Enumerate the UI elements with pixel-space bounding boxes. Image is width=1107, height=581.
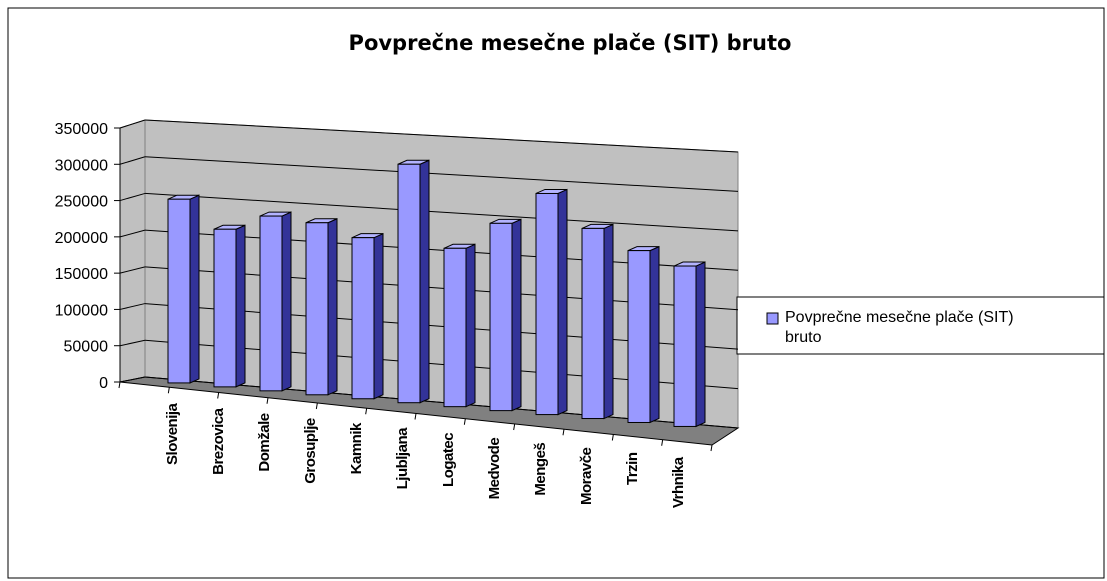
bar-side [649, 245, 660, 424]
y-tick-label: 0 [99, 375, 108, 392]
x-tick [217, 392, 220, 399]
grid-line [119, 339, 146, 347]
y-tick-label: 50000 [64, 339, 109, 356]
grid-line [119, 229, 146, 238]
bar-side [327, 217, 338, 396]
bar-side [189, 194, 200, 384]
grid-line [144, 192, 739, 232]
x-tick-label: Grosuplje [302, 418, 319, 484]
legend-label: Povprečne mesečne plače (SIT) bruto [785, 309, 1014, 346]
y-tick-label: 100000 [55, 302, 108, 319]
bar [489, 222, 513, 412]
x-tick-label: Medvode [486, 438, 503, 500]
bar [259, 215, 283, 392]
grid-line [119, 156, 146, 165]
bar [305, 222, 329, 396]
bar-side [695, 261, 706, 428]
bar-side [373, 232, 384, 400]
x-tick-label: Domžale [256, 413, 273, 471]
bar-side [603, 223, 614, 420]
y-tick-label: 250000 [55, 194, 108, 211]
grid-line [144, 156, 739, 192]
x-tick [118, 381, 121, 389]
bar-side [465, 243, 476, 408]
bar [673, 265, 697, 427]
x-tick [562, 429, 565, 436]
bar [167, 198, 191, 384]
bar [581, 227, 605, 420]
bar [627, 250, 651, 423]
x-tick-label: Kamnik [348, 422, 365, 474]
x-tick-label: Brezovica [210, 407, 227, 475]
x-tick [611, 434, 614, 441]
x-tick-label: Trzin [624, 452, 641, 485]
bar [351, 237, 375, 400]
grid-line [119, 303, 146, 310]
x-tick-label: Moravče [578, 447, 595, 505]
bar-side [281, 211, 292, 392]
x-tick [463, 418, 466, 425]
y-tick-label: 150000 [55, 266, 108, 283]
y-tick-label: 300000 [55, 157, 108, 174]
bar [213, 228, 237, 388]
bar-side [511, 218, 522, 412]
x-tick-label: Ljubljana [394, 427, 411, 489]
chart-title: Povprečne mesečne plače (SIT) bruto [349, 31, 792, 55]
x-tick-label: Slovenija [164, 402, 181, 465]
bar-side [557, 188, 568, 416]
x-tick [365, 408, 368, 415]
x-tick-label: Mengeš [532, 443, 549, 496]
bar [443, 247, 467, 408]
y-tick-label: 350000 [55, 121, 108, 138]
bar-side [419, 159, 430, 404]
x-tick [315, 402, 318, 410]
bar [535, 192, 559, 416]
bar-side [235, 224, 246, 388]
x-tick-label: Logatec [440, 433, 457, 487]
legend [736, 296, 1105, 355]
legend-swatch [766, 312, 779, 325]
grid-line [119, 119, 146, 129]
bar [397, 163, 421, 404]
x-tick [710, 444, 713, 452]
x-tick [661, 439, 664, 446]
y-tick-label: 200000 [55, 230, 108, 247]
x-tick [414, 413, 417, 420]
x-tick [266, 397, 269, 404]
grid-line [119, 266, 146, 274]
grid-line [119, 192, 146, 202]
x-tick [167, 387, 170, 394]
grid-line [144, 119, 739, 153]
x-tick-label: Vrhnika [670, 456, 687, 508]
x-tick [513, 423, 516, 431]
grid-line [119, 376, 146, 383]
